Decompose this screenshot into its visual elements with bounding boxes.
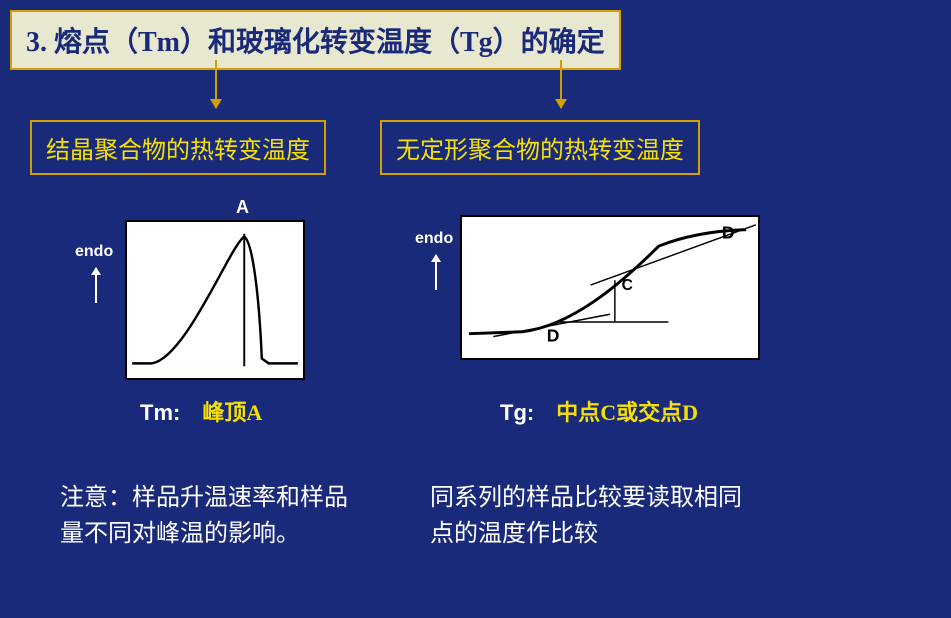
label-d-top: D bbox=[722, 222, 735, 242]
left-subtitle-box: 结晶聚合物的热转变温度 bbox=[30, 120, 326, 175]
arrow-right bbox=[560, 60, 562, 108]
left-subtitle: 结晶聚合物的热转变温度 bbox=[46, 138, 310, 164]
left-note: 注意：样品升温速率和样品量不同对峰温的影响。 bbox=[60, 480, 370, 552]
label-d-bot: D bbox=[547, 325, 560, 345]
title-text: 3. 熔点（Tm）和玻璃化转变温度（Tg）的确定 bbox=[26, 27, 605, 58]
left-graph-svg bbox=[127, 222, 303, 378]
endo-label-right: endo bbox=[415, 230, 453, 248]
right-subtitle: 无定形聚合物的热转变温度 bbox=[396, 138, 684, 164]
right-graph-svg: D C D bbox=[462, 217, 758, 358]
right-note: 同系列的样品比较要读取相同点的温度作比较 bbox=[430, 480, 760, 552]
left-graph bbox=[125, 220, 305, 380]
tg-label: Tg: bbox=[500, 400, 534, 425]
right-graph: D C D bbox=[460, 215, 760, 360]
right-subtitle-box: 无定形聚合物的热转变温度 bbox=[380, 120, 700, 175]
peak-label-a-top: A bbox=[236, 197, 249, 218]
right-caption: Tg: 中点C或交点D bbox=[500, 395, 698, 427]
tg-value: 中点C或交点D bbox=[556, 400, 698, 425]
right-step-curve bbox=[469, 230, 746, 334]
tm-value: 峰顶A bbox=[202, 400, 262, 425]
tm-label: Tm: bbox=[140, 400, 180, 425]
title-box: 3. 熔点（Tm）和玻璃化转变温度（Tg）的确定 bbox=[10, 10, 621, 70]
left-peak-curve bbox=[132, 237, 298, 364]
endo-arrow-right bbox=[435, 255, 437, 290]
endo-label-left: endo bbox=[75, 243, 113, 261]
arrow-left bbox=[215, 60, 217, 108]
left-caption: Tm: 峰顶A bbox=[140, 395, 262, 427]
label-c: C bbox=[622, 277, 633, 294]
endo-arrow-left bbox=[95, 268, 97, 303]
